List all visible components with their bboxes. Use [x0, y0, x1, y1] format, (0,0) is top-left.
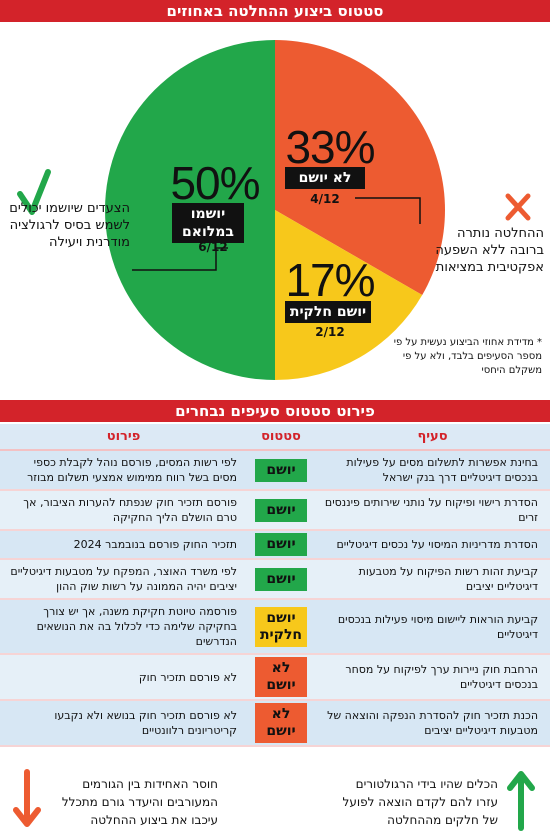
callout-line-left	[132, 247, 228, 271]
callout-line-right	[355, 197, 421, 224]
status-badge: לא יושם	[255, 657, 307, 697]
slice-percent-partial: 17%	[285, 254, 375, 306]
row-status-cell: לא יושם	[247, 700, 315, 747]
header-status: סטטוס	[247, 424, 315, 451]
table-row: בחינת אפשרות לתשלום מסים על פעילות בנכסי…	[0, 450, 550, 491]
header-item: סעיף	[315, 424, 550, 451]
row-status-cell: יושם	[247, 490, 315, 531]
row-item: קביעת הוראות ליישום מיסוי פעילות בנכסים …	[315, 599, 550, 655]
slice-label-implemented: יושמו במלואם	[172, 203, 244, 243]
table-row: הכנת תזכיר חוק להסדרת הנפקה והוצאה של מט…	[0, 700, 550, 747]
row-item: בחינת אפשרות לתשלום מסים על פעילות בנכסי…	[315, 450, 550, 491]
row-item: הכנת תזכיר חוק להסדרת הנפקה והוצאה של מט…	[315, 700, 550, 747]
slice-percent-not-implemented: 33%	[285, 121, 375, 173]
table-row: הסדרת מדריניות המיסוי על נכסים דיגיטליים…	[0, 530, 550, 560]
row-detail: פורסמה טיוטת חקיקת משנה, אך יש צורך בחקי…	[0, 599, 247, 655]
row-detail: לפי רשות המסים, פורסם נוהל לקבלת כספי מס…	[0, 450, 247, 491]
row-detail: לא פורסם תזכיר חוק	[0, 654, 247, 701]
footer-left-text: חוסר האחידות בין הגורמים המעורבים והיעדר…	[61, 777, 218, 827]
slice-fraction-partial: 2/12	[315, 325, 345, 339]
slice-label-not-implemented: לא יושם	[285, 167, 365, 189]
row-detail: תזכיר החוק פורסם בנובמבר 2024	[0, 530, 247, 560]
status-badge: יושם	[255, 498, 307, 522]
status-badge: יושם	[255, 533, 307, 556]
x-icon	[505, 193, 531, 221]
row-detail: לפי משרד האוצר, המפקח על מטבעות דיגיטליי…	[0, 559, 247, 600]
row-item: הסדרת מדריניות המיסוי על נכסים דיגיטליים	[315, 530, 550, 560]
slice-percent-implemented: 50%	[170, 157, 260, 209]
arrow-up-icon	[507, 771, 535, 831]
method-note: * מדידת אחוזי הביצוע נעשית על פי מספר הס…	[393, 337, 542, 376]
row-status-cell: לא יושם	[247, 654, 315, 701]
note-right: ההחלטה נותרה ברובה ללא השפעה אפקטיבית במ…	[435, 226, 544, 275]
header-detail: פירוט	[0, 424, 247, 451]
slice-fraction-implemented: 6/12	[198, 240, 228, 254]
row-item: הסדרת רישוי ופיקוח על נותני שירותים פיננ…	[315, 490, 550, 531]
table-row: הרחבת חוק ניירות ערך לפיקוח על מסחר בנכס…	[0, 654, 550, 701]
status-table: סעיף סטטוס פירוט בחינת אפשרות לתשלום מסי…	[0, 424, 550, 759]
section-title: פירוט סטטוס סעיפים נבחרים	[0, 400, 550, 422]
slice-label-partial: יושם חלקית	[285, 301, 371, 323]
arrow-down-icon	[13, 769, 41, 827]
table-row: קביעת זהות רשות הפיקוח על מטבעות דיגיטלי…	[0, 559, 550, 600]
status-badge: יושם חלקית	[255, 606, 307, 647]
row-status-cell: יושם	[247, 450, 315, 491]
status-badge: לא יושם	[255, 703, 307, 743]
row-item: קביעת זהות רשות הפיקוח על מטבעות דיגיטלי…	[315, 559, 550, 600]
row-status-cell: יושם	[247, 559, 315, 600]
note-left: הצעדים שיושמו יכולים לשמש בסיס לרגולציה …	[9, 201, 130, 250]
chart-title: סטטוס ביצוע ההחלטה באחוזים	[0, 0, 550, 22]
row-status-cell: יושם חלקית	[247, 599, 315, 655]
check-icon	[17, 169, 51, 215]
status-badge: יושם	[255, 567, 307, 591]
slice-fraction-not-implemented: 4/12	[310, 192, 340, 206]
pie-slice-partial	[275, 210, 423, 380]
table-row: קביעת הוראות ליישום מיסוי פעילות בנכסים …	[0, 599, 550, 655]
status-badge: יושם	[255, 458, 307, 482]
row-detail: פורסם תזכיר חוק שנפתח להערות הציבור, אך …	[0, 490, 247, 531]
row-status-cell: יושם	[247, 530, 315, 560]
row-item: הרחבת חוק ניירות ערך לפיקוח על מסחר בנכס…	[315, 654, 550, 701]
footer-right-text: הכלים שהיו בידי הרגולטורים עזרו להם לקדם…	[342, 777, 498, 827]
row-detail: לא פורסם תזכיר חוק בנושא ולא נקבעו קריטר…	[0, 700, 247, 747]
table-row: הסדרת רישוי ופיקוח על נותני שירותים פיננ…	[0, 490, 550, 531]
